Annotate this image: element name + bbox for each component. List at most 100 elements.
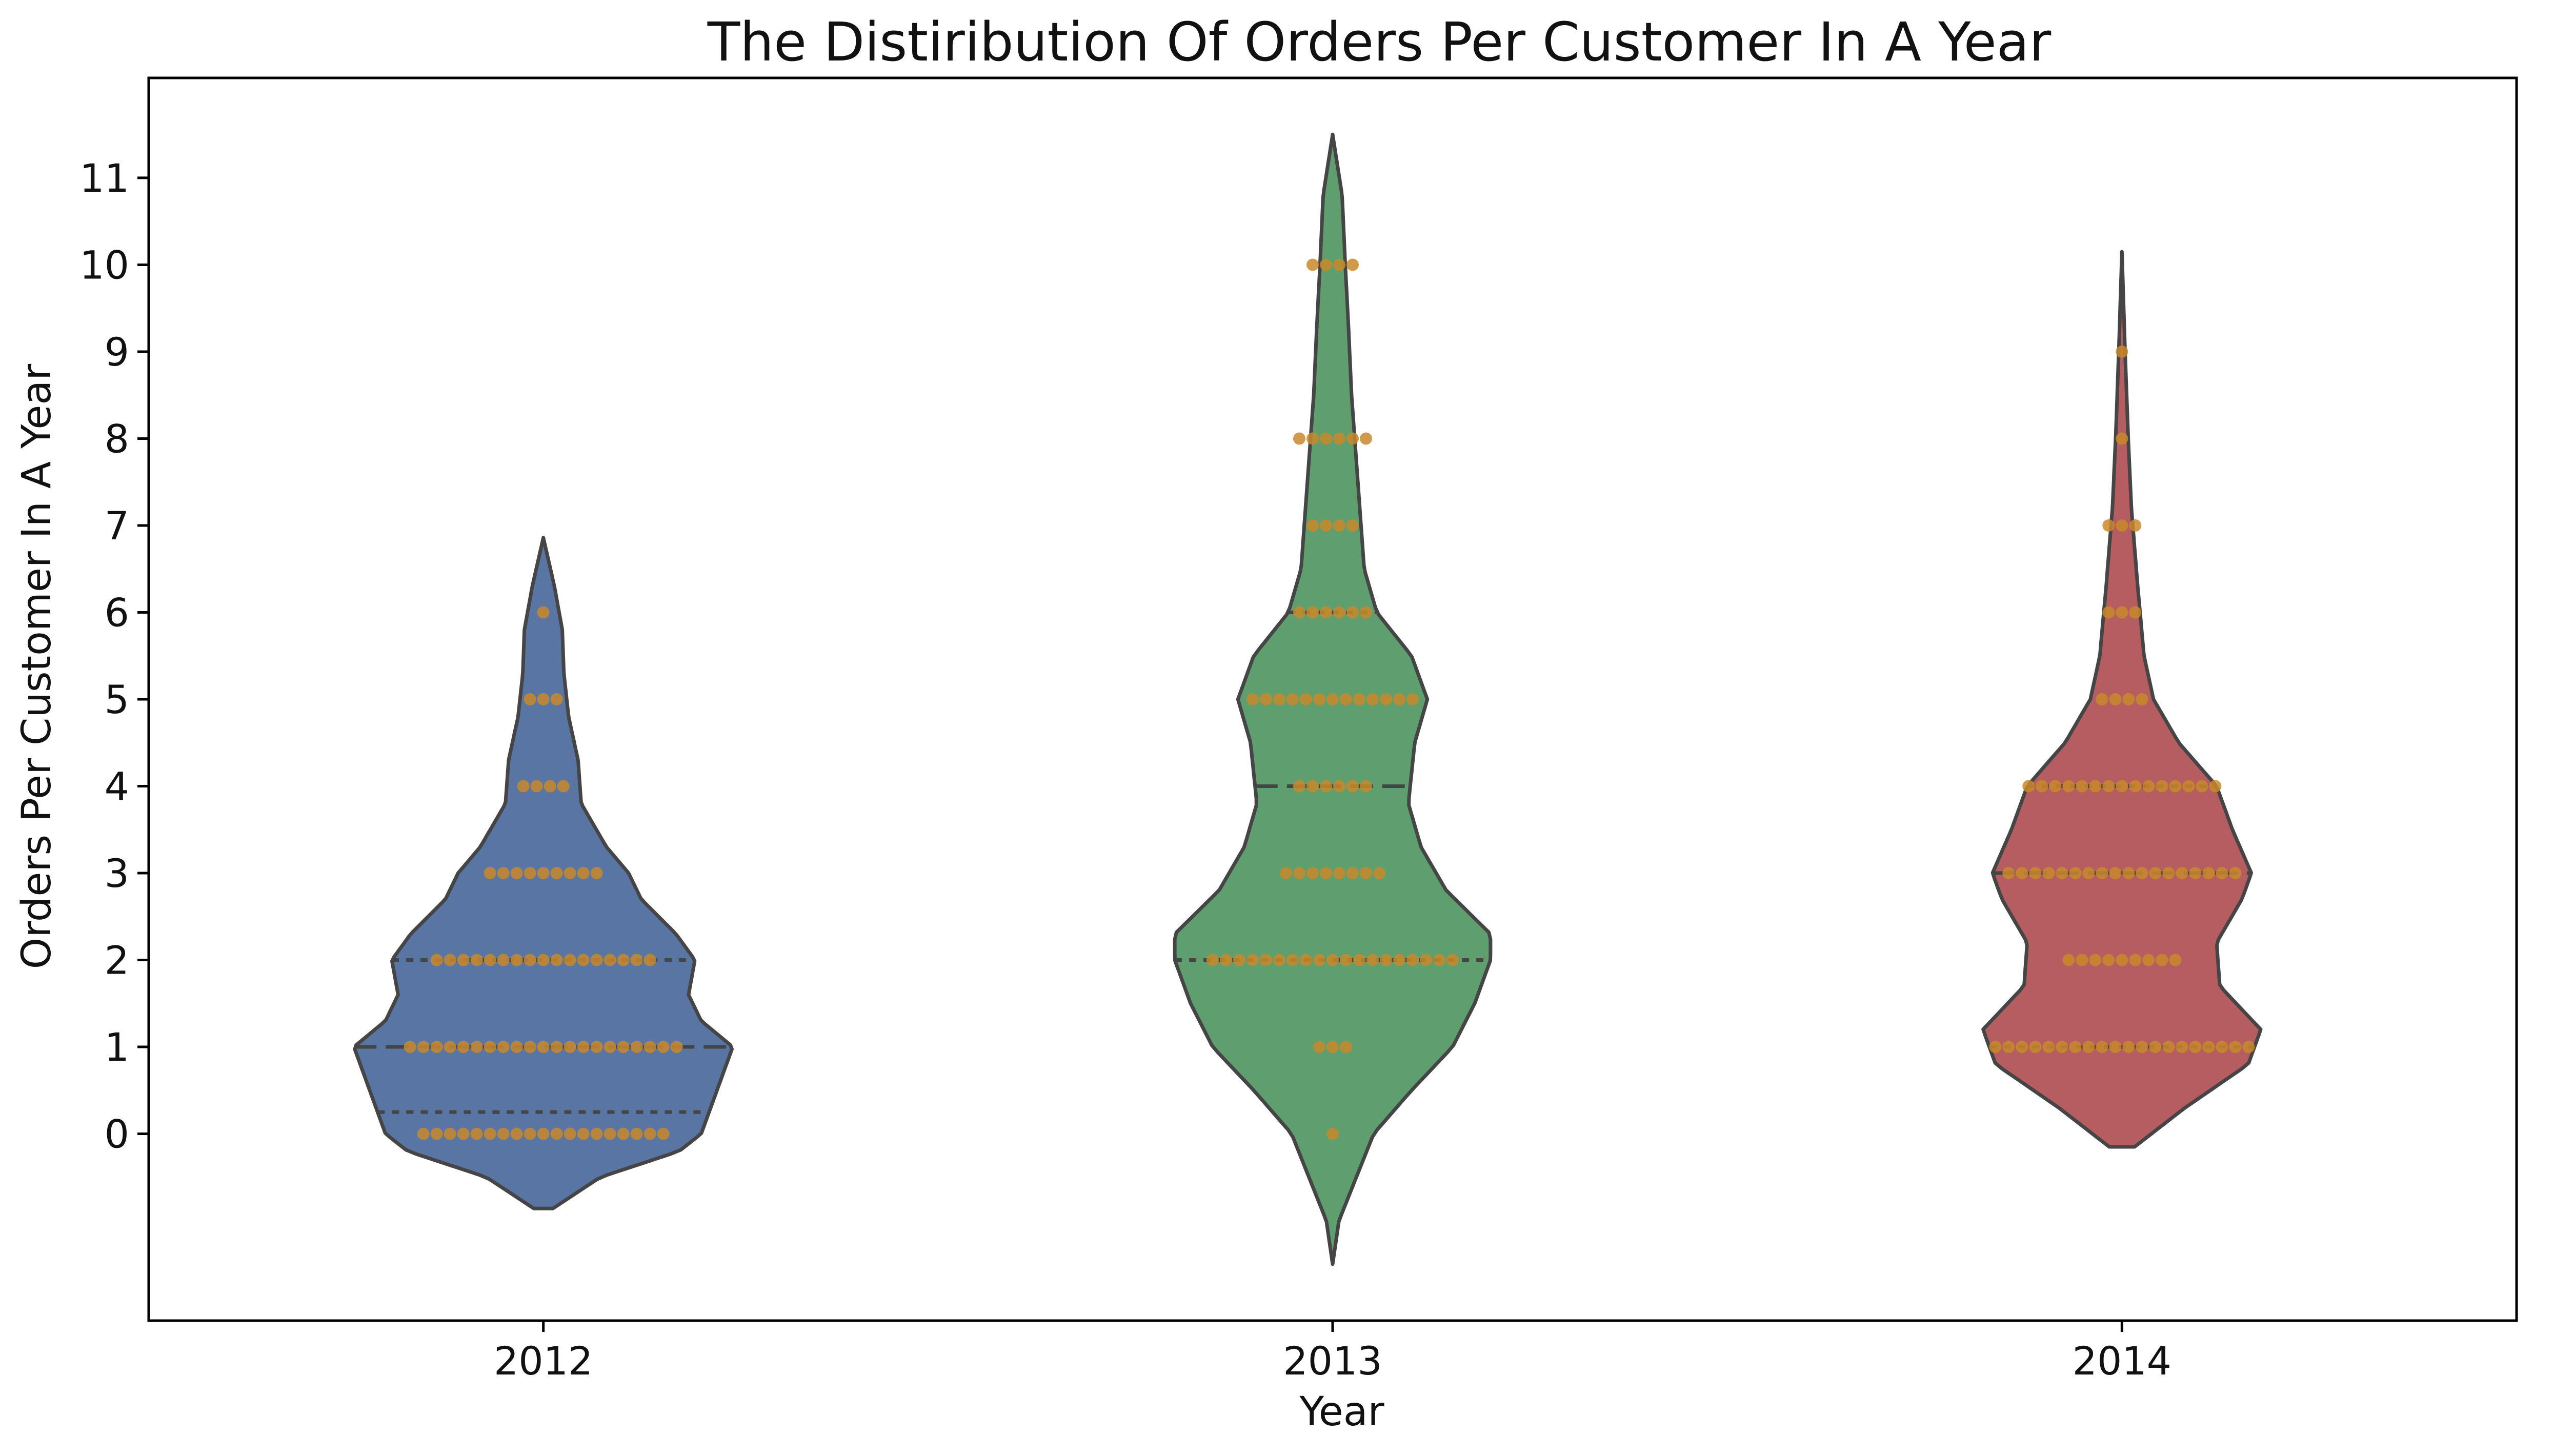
plot-area: 0 1 2 3 4 5 6 7 8 9 10 11 2012 2013 2014 [79, 132, 2263, 1384]
swarm-point [643, 1041, 656, 1054]
swarm-point [2069, 1041, 2082, 1054]
swarm-point [2076, 780, 2088, 793]
swarm-point [1333, 780, 1345, 793]
swarm-point [1406, 693, 1419, 705]
swarm-point [510, 1041, 523, 1054]
swarm-point [510, 1127, 523, 1140]
swarm-point [2042, 1041, 2055, 1054]
swarm-point [1306, 780, 1319, 793]
swarm-point [430, 1127, 443, 1140]
y-tick-label: 5 [105, 677, 129, 722]
swarm-point [2056, 1041, 2068, 1054]
swarm-point [564, 954, 576, 966]
swarm-point [550, 867, 563, 880]
swarm-point [643, 954, 656, 966]
swarm-point [2096, 867, 2108, 880]
swarm-point [2062, 954, 2075, 966]
swarm-point [470, 954, 483, 966]
swarm-point [2156, 780, 2168, 793]
swarm-point [524, 954, 536, 966]
swarm-point [2129, 780, 2142, 793]
swarm-point [2136, 693, 2148, 705]
swarm-point [2036, 780, 2048, 793]
y-tick-label: 7 [105, 503, 129, 549]
swarm-point [1333, 606, 1345, 619]
swarm-point [2109, 1041, 2122, 1054]
swarm-point [1989, 1041, 2002, 1054]
swarm-point [2136, 867, 2148, 880]
swarm-point [2102, 780, 2115, 793]
swarm-point [1360, 867, 1372, 880]
swarm-point [2209, 780, 2222, 793]
swarm-point [537, 1041, 550, 1054]
swarm-point [457, 954, 470, 966]
swarm-point [2156, 954, 2168, 966]
swarm-point [484, 1127, 496, 1140]
chart-title: The Distiribution Of Orders Per Customer… [707, 11, 2052, 73]
swarm-point [2016, 867, 2028, 880]
swarm-point [630, 1041, 643, 1054]
swarm-point [430, 954, 443, 966]
swarm-point [2142, 780, 2155, 793]
swarm-point [617, 1041, 630, 1054]
swarm-point [1446, 954, 1459, 966]
swarm-point [1340, 1041, 1352, 1054]
swarm-point [2116, 519, 2128, 532]
y-tick-label: 0 [105, 1111, 129, 1157]
swarm-point [2202, 867, 2215, 880]
swarm-point [1340, 954, 1352, 966]
swarm-point [590, 1041, 603, 1054]
swarm-point [1333, 519, 1345, 532]
swarm-point [577, 1041, 590, 1054]
swarm-point [590, 867, 603, 880]
swarm-point [577, 954, 590, 966]
swarm-point [2056, 867, 2068, 880]
swarm-point [670, 1041, 683, 1054]
swarm-point [1320, 258, 1332, 271]
swarm-point [1273, 954, 1285, 966]
swarm-point [1293, 606, 1305, 619]
swarm-point [643, 1127, 656, 1140]
plot-frame [147, 76, 2518, 1322]
swarm-point [657, 1041, 670, 1054]
swarm-point [550, 1041, 563, 1054]
swarm-point [2162, 867, 2175, 880]
swarm-point [2102, 954, 2115, 966]
swarm-point [1313, 1041, 1325, 1054]
swarm-point [2096, 693, 2108, 705]
swarm-point [1306, 432, 1319, 445]
y-tick-label: 9 [105, 329, 129, 375]
swarm-point [2242, 1041, 2255, 1054]
swarm-point [2216, 867, 2228, 880]
swarm-point [1306, 258, 1319, 271]
swarm-point [2176, 867, 2188, 880]
swarm-point [1300, 693, 1312, 705]
swarm-point [404, 1041, 416, 1054]
violin-body [1981, 250, 2263, 1149]
violin-2013 [1173, 132, 1493, 1266]
swarm-point [1273, 693, 1285, 705]
swarm-point [2162, 1041, 2175, 1054]
swarm-point [617, 954, 630, 966]
swarm-point [2202, 1041, 2215, 1054]
swarm-point [577, 867, 590, 880]
swarm-point [1346, 780, 1359, 793]
swarm-point [2042, 867, 2055, 880]
swarm-point [2082, 867, 2095, 880]
swarm-point [2189, 1041, 2202, 1054]
swarm-point [2116, 780, 2128, 793]
swarm-point [497, 954, 510, 966]
y-axis-label: Orders Per Customer In A Year [14, 363, 60, 969]
swarm-point [630, 954, 643, 966]
swarm-point [2002, 867, 2015, 880]
swarm-point [417, 1127, 430, 1140]
swarm-point [1380, 693, 1392, 705]
swarm-point [564, 1041, 576, 1054]
swarm-point [2089, 954, 2102, 966]
swarm-point [1346, 606, 1359, 619]
x-tick-label: 2013 [1283, 1338, 1382, 1384]
y-tick-label: 4 [105, 764, 129, 810]
swarm-point [2089, 780, 2102, 793]
swarm-point [1420, 954, 1432, 966]
y-tick-label: 3 [105, 851, 129, 896]
